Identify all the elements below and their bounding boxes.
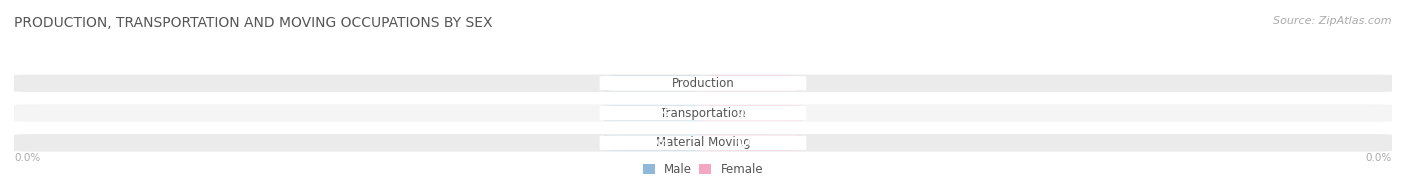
FancyBboxPatch shape [603, 76, 706, 91]
FancyBboxPatch shape [599, 76, 807, 91]
FancyBboxPatch shape [11, 134, 1395, 152]
FancyBboxPatch shape [700, 105, 803, 121]
Text: Production: Production [672, 77, 734, 90]
Text: 0.0%: 0.0% [640, 108, 669, 118]
FancyBboxPatch shape [599, 105, 807, 121]
Legend: Male, Female: Male, Female [643, 163, 763, 176]
FancyBboxPatch shape [599, 135, 807, 151]
Text: 0.0%: 0.0% [737, 78, 766, 88]
Text: Material Moving: Material Moving [655, 136, 751, 149]
FancyBboxPatch shape [603, 135, 706, 151]
Text: 0.0%: 0.0% [640, 138, 669, 148]
Text: PRODUCTION, TRANSPORTATION AND MOVING OCCUPATIONS BY SEX: PRODUCTION, TRANSPORTATION AND MOVING OC… [14, 16, 492, 30]
FancyBboxPatch shape [700, 135, 803, 151]
FancyBboxPatch shape [700, 76, 803, 91]
Text: Transportation: Transportation [661, 107, 745, 120]
Text: Source: ZipAtlas.com: Source: ZipAtlas.com [1274, 16, 1392, 26]
FancyBboxPatch shape [11, 104, 1395, 122]
FancyBboxPatch shape [603, 105, 706, 121]
Text: 0.0%: 0.0% [737, 108, 766, 118]
Text: 0.0%: 0.0% [14, 153, 41, 163]
Text: 0.0%: 0.0% [1365, 153, 1392, 163]
Text: 0.0%: 0.0% [640, 78, 669, 88]
FancyBboxPatch shape [11, 74, 1395, 92]
Text: 0.0%: 0.0% [737, 138, 766, 148]
